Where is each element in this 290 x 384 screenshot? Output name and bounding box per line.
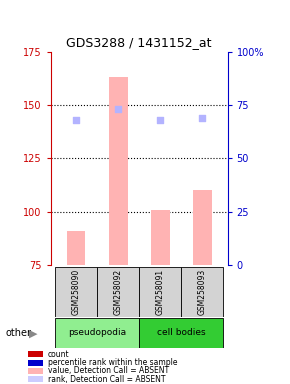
Bar <box>181 267 223 317</box>
Bar <box>28 376 43 382</box>
Point <box>116 106 120 113</box>
Text: value, Detection Call = ABSENT: value, Detection Call = ABSENT <box>48 366 169 376</box>
Point <box>200 115 205 121</box>
Bar <box>28 368 43 374</box>
Text: pseudopodia: pseudopodia <box>68 328 126 337</box>
Text: other: other <box>6 328 32 338</box>
Title: GDS3288 / 1431152_at: GDS3288 / 1431152_at <box>66 36 212 49</box>
Text: rank, Detection Call = ABSENT: rank, Detection Call = ABSENT <box>48 375 166 384</box>
Text: GSM258093: GSM258093 <box>198 269 207 315</box>
Bar <box>28 359 43 366</box>
Text: percentile rank within the sample: percentile rank within the sample <box>48 358 177 367</box>
Bar <box>109 78 128 265</box>
Bar <box>66 231 86 265</box>
Bar <box>97 267 139 317</box>
Bar <box>151 210 170 265</box>
Text: GSM258092: GSM258092 <box>114 269 123 315</box>
Point <box>74 117 78 123</box>
Bar <box>193 190 212 265</box>
Bar <box>55 267 97 317</box>
Bar <box>28 351 43 358</box>
Bar <box>139 267 181 317</box>
Point <box>158 117 163 123</box>
Text: cell bodies: cell bodies <box>157 328 206 337</box>
Bar <box>139 318 223 348</box>
Text: ▶: ▶ <box>29 328 38 338</box>
Text: count: count <box>48 350 70 359</box>
Text: GSM258091: GSM258091 <box>156 269 165 315</box>
Bar <box>55 318 139 348</box>
Text: GSM258090: GSM258090 <box>72 269 81 315</box>
